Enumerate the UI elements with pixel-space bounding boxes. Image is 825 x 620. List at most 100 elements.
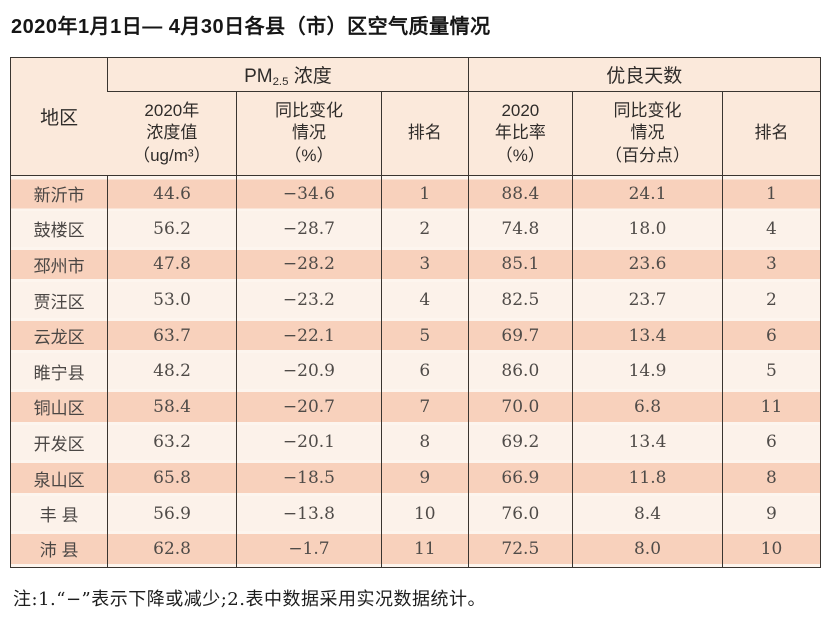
page-title: 2020年1月1日— 4月30日各县（市）区空气质量情况 — [11, 16, 491, 38]
pm-rank-cell: 8 — [380, 424, 469, 461]
pm-change-cell: −18.5 — [235, 460, 382, 496]
good-change-cell: 13.4 — [572, 424, 723, 461]
region-cell: 云龙区 — [10, 317, 108, 354]
table-row: 铜山区 58.4 −20.7 7 70.0 6.8 11 — [10, 389, 821, 425]
pm-change-cell: −20.1 — [235, 424, 382, 461]
pm-rank-cell: 7 — [380, 389, 469, 425]
region-cell: 铜山区 — [10, 389, 108, 425]
pm-value-cell: 62.8 — [107, 531, 237, 568]
region-cell: 鼓楼区 — [10, 211, 108, 247]
pm-value-cell: 63.7 — [107, 317, 237, 354]
header-pm-change-label: 同比变化 情况 （%） — [274, 101, 343, 165]
region-cell: 新沂市 — [10, 175, 108, 212]
pm-group-prefix: PM — [244, 66, 273, 87]
table-row: 邳州市 47.8 −28.2 3 85.1 23.6 3 — [10, 246, 821, 283]
pm-change-cell: −20.9 — [235, 353, 382, 390]
table-row: 睢宁县 48.2 −20.9 6 86.0 14.9 5 — [10, 353, 821, 390]
region-cell: 开发区 — [10, 424, 108, 461]
pm-change-cell: −34.6 — [235, 175, 382, 212]
header-good-ratio: 2020 年比率 （%） — [467, 91, 573, 176]
good-rank-cell: 9 — [721, 495, 821, 532]
good-change-cell: 8.4 — [572, 495, 723, 532]
pm-value-cell: 53.0 — [107, 282, 237, 318]
good-ratio-cell: 69.7 — [467, 317, 573, 354]
header-pm-rank: 排名 — [380, 91, 469, 176]
good-rank-cell: 5 — [721, 353, 821, 390]
good-rank-cell: 4 — [721, 211, 821, 247]
header-good-change-label: 同比变化 情况 （百分点） — [605, 101, 691, 165]
pm-value-cell: 58.4 — [107, 389, 237, 425]
header-good-ratio-label: 2020 年比率 （%） — [494, 101, 546, 165]
region-cell: 沛 县 — [10, 531, 108, 568]
header-pm-group: PM2.5 浓度 — [107, 57, 469, 92]
header-sub-row: 2020年 浓度值 （ug/m³） 同比变化 情况 （%） 排名 2020 年比… — [11, 91, 821, 176]
region-cell: 邳州市 — [10, 246, 108, 283]
pm-value-cell: 63.2 — [107, 424, 237, 461]
good-ratio-cell: 88.4 — [467, 175, 573, 212]
table-row: 新沂市 44.6 −34.6 1 88.4 24.1 1 — [10, 175, 821, 212]
good-ratio-cell: 85.1 — [467, 246, 573, 283]
good-change-cell: 23.6 — [572, 246, 723, 283]
pm-value-cell: 65.8 — [107, 460, 237, 496]
table-row: 云龙区 63.7 −22.1 5 69.7 13.4 6 — [10, 317, 821, 354]
header-pm-value: 2020年 浓度值 （ug/m³） — [107, 91, 237, 176]
pm-rank-cell: 1 — [380, 175, 469, 212]
good-ratio-cell: 86.0 — [467, 353, 573, 390]
good-change-cell: 24.1 — [572, 175, 723, 212]
good-rank-cell: 6 — [721, 424, 821, 461]
region-cell: 丰 县 — [10, 495, 108, 532]
table-row: 开发区 63.2 −20.1 8 69.2 13.4 6 — [10, 424, 821, 461]
pm-value-cell: 48.2 — [107, 353, 237, 390]
good-rank-cell: 10 — [721, 531, 821, 568]
pm-change-cell: −23.2 — [235, 282, 382, 318]
pm-value-cell: 44.6 — [107, 175, 237, 212]
good-change-cell: 14.9 — [572, 353, 723, 390]
footnote: 注:1.“−”表示下降或减少;2.表中数据采用实况数据统计。 — [13, 588, 486, 610]
pm-change-cell: −22.1 — [235, 317, 382, 354]
good-change-cell: 23.7 — [572, 282, 723, 318]
good-rank-cell: 3 — [721, 246, 821, 283]
table-row: 泉山区 65.8 −18.5 9 66.9 11.8 8 — [10, 460, 821, 496]
table-body: 新沂市 44.6 −34.6 1 88.4 24.1 1 鼓楼区 56.2 −2… — [10, 175, 821, 568]
pm-value-cell: 56.2 — [107, 211, 237, 247]
good-ratio-cell: 82.5 — [467, 282, 573, 318]
good-rank-cell: 1 — [721, 175, 821, 212]
table-row: 沛 县 62.8 −1.7 11 72.5 8.0 10 — [10, 531, 821, 568]
header-good-days-group: 优良天数 — [467, 57, 821, 92]
good-rank-cell: 11 — [721, 389, 821, 425]
good-change-cell: 11.8 — [572, 460, 723, 496]
good-change-cell: 18.0 — [572, 211, 723, 247]
pm-change-cell: −20.7 — [235, 389, 382, 425]
header-region: 地区 — [10, 57, 108, 176]
table-row: 贾汪区 53.0 −23.2 4 82.5 23.7 2 — [10, 282, 821, 318]
region-cell: 睢宁县 — [10, 353, 108, 390]
pm-rank-cell: 4 — [380, 282, 469, 318]
pm-rank-cell: 10 — [380, 495, 469, 532]
good-change-cell: 13.4 — [572, 317, 723, 354]
pm-change-cell: −28.2 — [235, 246, 382, 283]
pm-rank-cell: 2 — [380, 211, 469, 247]
pm-change-cell: −13.8 — [235, 495, 382, 532]
header-good-rank: 排名 — [721, 91, 821, 176]
good-days-group-label: 优良天数 — [606, 66, 683, 87]
pm-change-cell: −28.7 — [235, 211, 382, 247]
good-ratio-cell: 66.9 — [467, 460, 573, 496]
header-good-rank-label: 排名 — [754, 123, 789, 143]
table-row: 鼓楼区 56.2 −28.7 2 74.8 18.0 4 — [10, 211, 821, 247]
good-rank-cell: 8 — [721, 460, 821, 496]
pm-change-cell: −1.7 — [235, 531, 382, 568]
good-change-cell: 8.0 — [572, 531, 723, 568]
table-row: 丰 县 56.9 −13.8 10 76.0 8.4 9 — [10, 495, 821, 532]
pm-value-cell: 56.9 — [107, 495, 237, 532]
good-ratio-cell: 70.0 — [467, 389, 573, 425]
pm-rank-cell: 9 — [380, 460, 469, 496]
pm-value-cell: 47.8 — [107, 246, 237, 283]
good-change-cell: 6.8 — [572, 389, 723, 425]
good-rank-cell: 2 — [721, 282, 821, 318]
table-header: 地区 PM2.5 浓度 优良天数 2020年 浓度值 （ug/m³） 同比变化 … — [10, 57, 821, 176]
header-pm-change: 同比变化 情况 （%） — [235, 91, 382, 176]
pm-rank-cell: 11 — [380, 531, 469, 568]
header-region-label: 地区 — [40, 108, 79, 129]
good-ratio-cell: 72.5 — [467, 531, 573, 568]
pm-rank-cell: 3 — [380, 246, 469, 283]
